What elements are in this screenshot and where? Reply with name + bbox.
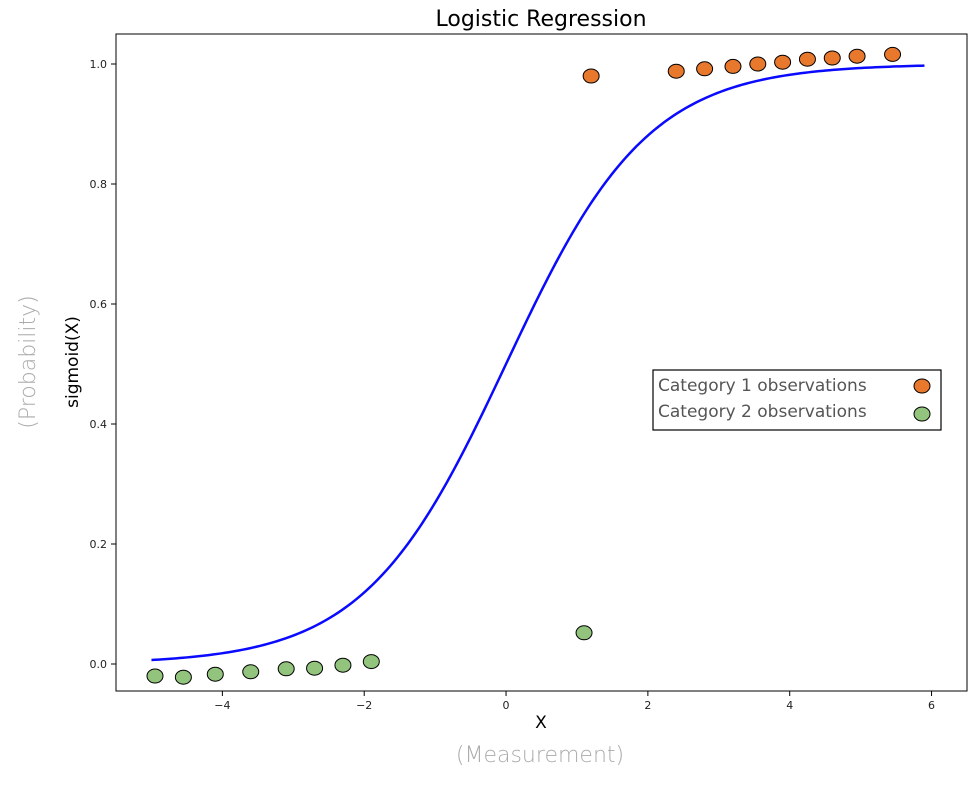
category-1-point [884, 46, 902, 62]
x-tick-label: −2 [356, 699, 372, 712]
y-tick-label: 0.8 [90, 178, 108, 191]
y-tick-label: 1.0 [90, 58, 108, 71]
category-1-point [696, 61, 714, 77]
x-tick-label: 2 [644, 699, 651, 712]
category-2-point [242, 664, 260, 680]
legend-label-category-1: Category 1 observations [658, 376, 867, 396]
plot-area [115, 33, 968, 692]
category-1-point [798, 51, 816, 67]
x-tick-label: 6 [928, 699, 935, 712]
scatter-points [146, 46, 902, 685]
category-1-point [848, 48, 866, 64]
y-tick-label: 0.0 [90, 658, 108, 671]
x-tick-label: −4 [214, 699, 230, 712]
x-tick-label: 4 [786, 699, 793, 712]
category-2-point [206, 666, 224, 682]
x-axis-sublabel: (Measurement) [456, 743, 624, 768]
category-2-point [334, 657, 352, 673]
y-tick-label: 0.6 [90, 298, 108, 311]
y-axis-ticks: 0.0 0.2 0.4 0.6 0.8 1.0 [90, 58, 116, 671]
legend-label-category-2: Category 2 observations [658, 402, 867, 422]
x-axis-label: X [535, 713, 547, 733]
y-axis-label: sigmoid(X) [63, 316, 83, 408]
legend: Category 1 observations Category 2 obser… [652, 369, 942, 431]
legend-box [652, 369, 942, 431]
y-tick-label: 0.4 [90, 418, 108, 431]
category-2-point [174, 669, 192, 685]
legend-marker-category-1 [913, 378, 931, 394]
category-1-point [582, 68, 600, 84]
legend-marker-category-2 [913, 406, 931, 422]
x-tick-label: 0 [503, 699, 510, 712]
category-1-point [774, 54, 792, 70]
x-axis-ticks: −4 −2 0 2 4 6 [214, 691, 935, 712]
category-1-point [667, 63, 685, 79]
y-axis-sublabel: (Probability) [16, 295, 41, 428]
category-2-point [362, 654, 380, 670]
category-1-point [749, 56, 767, 72]
category-2-point [146, 668, 164, 684]
chart-title: Logistic Regression [435, 7, 646, 32]
category-2-point [306, 660, 324, 676]
category-1-point [823, 50, 841, 66]
y-tick-label: 0.2 [90, 538, 108, 551]
category-2-point [277, 661, 295, 677]
category-2-point [575, 625, 593, 641]
sigmoid-curve [151, 64, 925, 662]
category-1-point [724, 58, 742, 74]
